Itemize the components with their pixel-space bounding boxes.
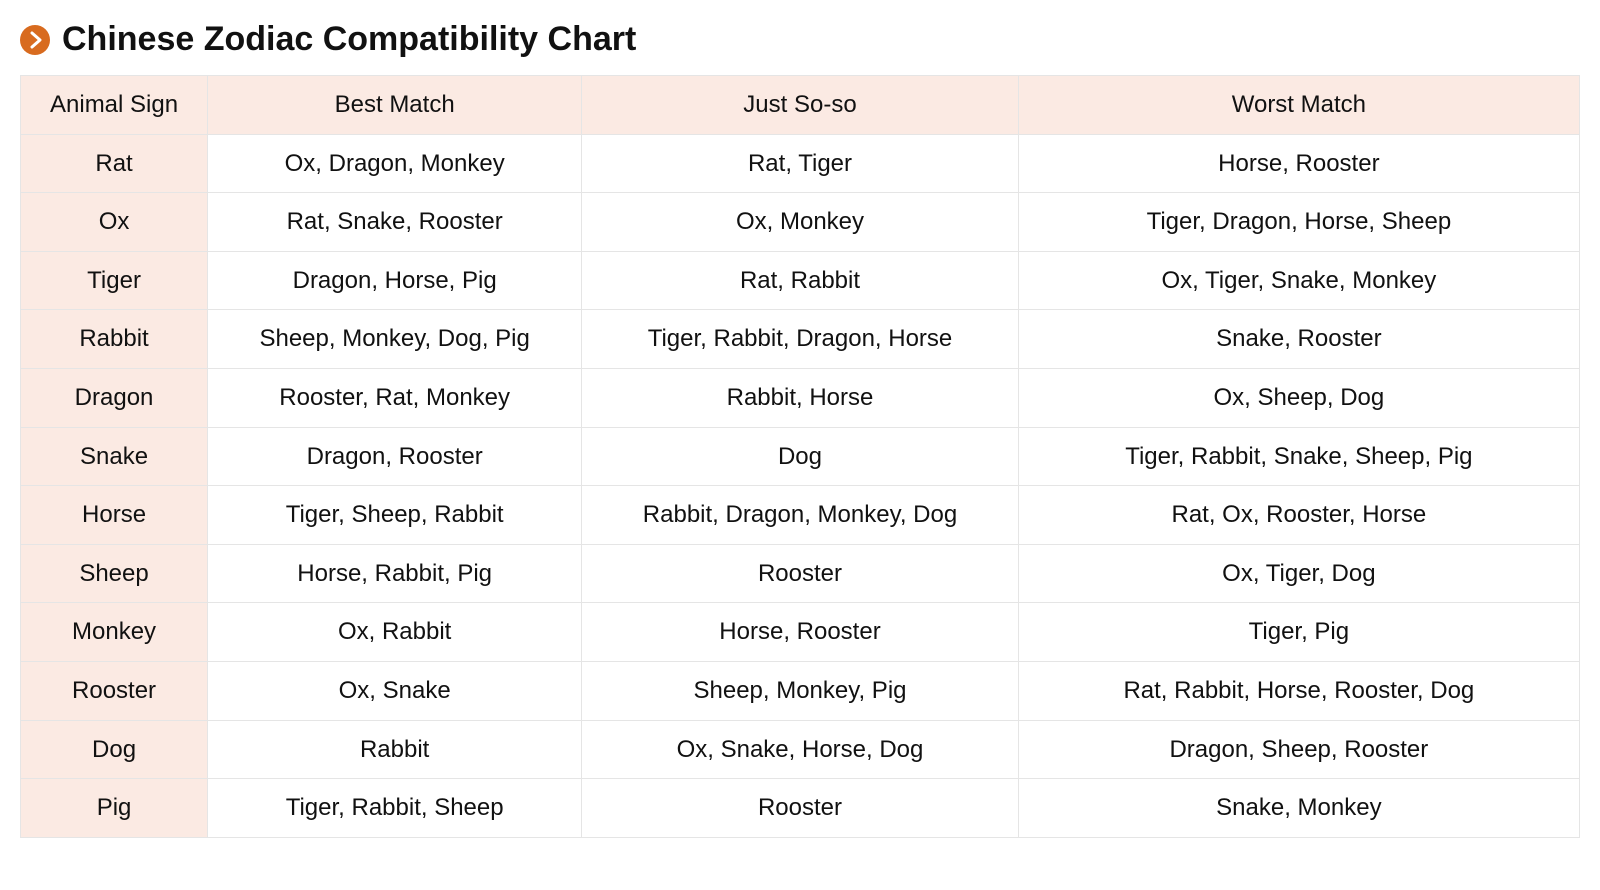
cell-best: Dragon, Rooster (208, 427, 582, 486)
cell-soso: Tiger, Rabbit, Dragon, Horse (582, 310, 1019, 369)
cell-sign: Snake (21, 427, 208, 486)
cell-sign: Rat (21, 134, 208, 193)
cell-best: Ox, Dragon, Monkey (208, 134, 582, 193)
cell-soso: Rabbit, Dragon, Monkey, Dog (582, 486, 1019, 545)
table-row: Rooster Ox, Snake Sheep, Monkey, Pig Rat… (21, 661, 1580, 720)
cell-sign: Horse (21, 486, 208, 545)
cell-sign: Tiger (21, 251, 208, 310)
chevron-right-icon (20, 25, 50, 55)
table-header-row: Animal Sign Best Match Just So-so Worst … (21, 76, 1580, 135)
table-row: Rat Ox, Dragon, Monkey Rat, Tiger Horse,… (21, 134, 1580, 193)
cell-sign: Ox (21, 193, 208, 252)
col-best-match: Best Match (208, 76, 582, 135)
cell-worst: Tiger, Dragon, Horse, Sheep (1018, 193, 1579, 252)
cell-soso: Rooster (582, 544, 1019, 603)
cell-sign: Dragon (21, 368, 208, 427)
title-row: Chinese Zodiac Compatibility Chart (20, 20, 1580, 59)
cell-best: Rooster, Rat, Monkey (208, 368, 582, 427)
cell-sign: Rooster (21, 661, 208, 720)
cell-soso: Rooster (582, 779, 1019, 838)
cell-best: Dragon, Horse, Pig (208, 251, 582, 310)
cell-worst: Snake, Rooster (1018, 310, 1579, 369)
cell-worst: Ox, Tiger, Snake, Monkey (1018, 251, 1579, 310)
col-animal-sign: Animal Sign (21, 76, 208, 135)
cell-sign: Dog (21, 720, 208, 779)
cell-soso: Sheep, Monkey, Pig (582, 661, 1019, 720)
cell-best: Ox, Snake (208, 661, 582, 720)
cell-soso: Rabbit, Horse (582, 368, 1019, 427)
cell-worst: Snake, Monkey (1018, 779, 1579, 838)
col-just-soso: Just So-so (582, 76, 1019, 135)
table-row: Dragon Rooster, Rat, Monkey Rabbit, Hors… (21, 368, 1580, 427)
cell-soso: Rat, Tiger (582, 134, 1019, 193)
table-row: Pig Tiger, Rabbit, Sheep Rooster Snake, … (21, 779, 1580, 838)
cell-best: Sheep, Monkey, Dog, Pig (208, 310, 582, 369)
cell-worst: Rat, Rabbit, Horse, Rooster, Dog (1018, 661, 1579, 720)
cell-soso: Ox, Snake, Horse, Dog (582, 720, 1019, 779)
cell-best: Ox, Rabbit (208, 603, 582, 662)
table-row: Horse Tiger, Sheep, Rabbit Rabbit, Drago… (21, 486, 1580, 545)
cell-worst: Tiger, Rabbit, Snake, Sheep, Pig (1018, 427, 1579, 486)
table-row: Ox Rat, Snake, Rooster Ox, Monkey Tiger,… (21, 193, 1580, 252)
cell-worst: Dragon, Sheep, Rooster (1018, 720, 1579, 779)
zodiac-compatibility-table: Animal Sign Best Match Just So-so Worst … (20, 75, 1580, 838)
cell-soso: Dog (582, 427, 1019, 486)
cell-best: Tiger, Sheep, Rabbit (208, 486, 582, 545)
cell-worst: Horse, Rooster (1018, 134, 1579, 193)
table-body: Rat Ox, Dragon, Monkey Rat, Tiger Horse,… (21, 134, 1580, 837)
cell-best: Horse, Rabbit, Pig (208, 544, 582, 603)
cell-soso: Horse, Rooster (582, 603, 1019, 662)
table-row: Tiger Dragon, Horse, Pig Rat, Rabbit Ox,… (21, 251, 1580, 310)
table-row: Dog Rabbit Ox, Snake, Horse, Dog Dragon,… (21, 720, 1580, 779)
cell-worst: Ox, Sheep, Dog (1018, 368, 1579, 427)
table-row: Snake Dragon, Rooster Dog Tiger, Rabbit,… (21, 427, 1580, 486)
cell-sign: Sheep (21, 544, 208, 603)
cell-sign: Rabbit (21, 310, 208, 369)
cell-best: Rabbit (208, 720, 582, 779)
cell-soso: Rat, Rabbit (582, 251, 1019, 310)
cell-best: Rat, Snake, Rooster (208, 193, 582, 252)
cell-worst: Rat, Ox, Rooster, Horse (1018, 486, 1579, 545)
cell-sign: Pig (21, 779, 208, 838)
table-row: Rabbit Sheep, Monkey, Dog, Pig Tiger, Ra… (21, 310, 1580, 369)
cell-soso: Ox, Monkey (582, 193, 1019, 252)
page-title: Chinese Zodiac Compatibility Chart (62, 20, 636, 59)
table-row: Sheep Horse, Rabbit, Pig Rooster Ox, Tig… (21, 544, 1580, 603)
cell-worst: Tiger, Pig (1018, 603, 1579, 662)
cell-best: Tiger, Rabbit, Sheep (208, 779, 582, 838)
table-row: Monkey Ox, Rabbit Horse, Rooster Tiger, … (21, 603, 1580, 662)
cell-worst: Ox, Tiger, Dog (1018, 544, 1579, 603)
cell-sign: Monkey (21, 603, 208, 662)
col-worst-match: Worst Match (1018, 76, 1579, 135)
